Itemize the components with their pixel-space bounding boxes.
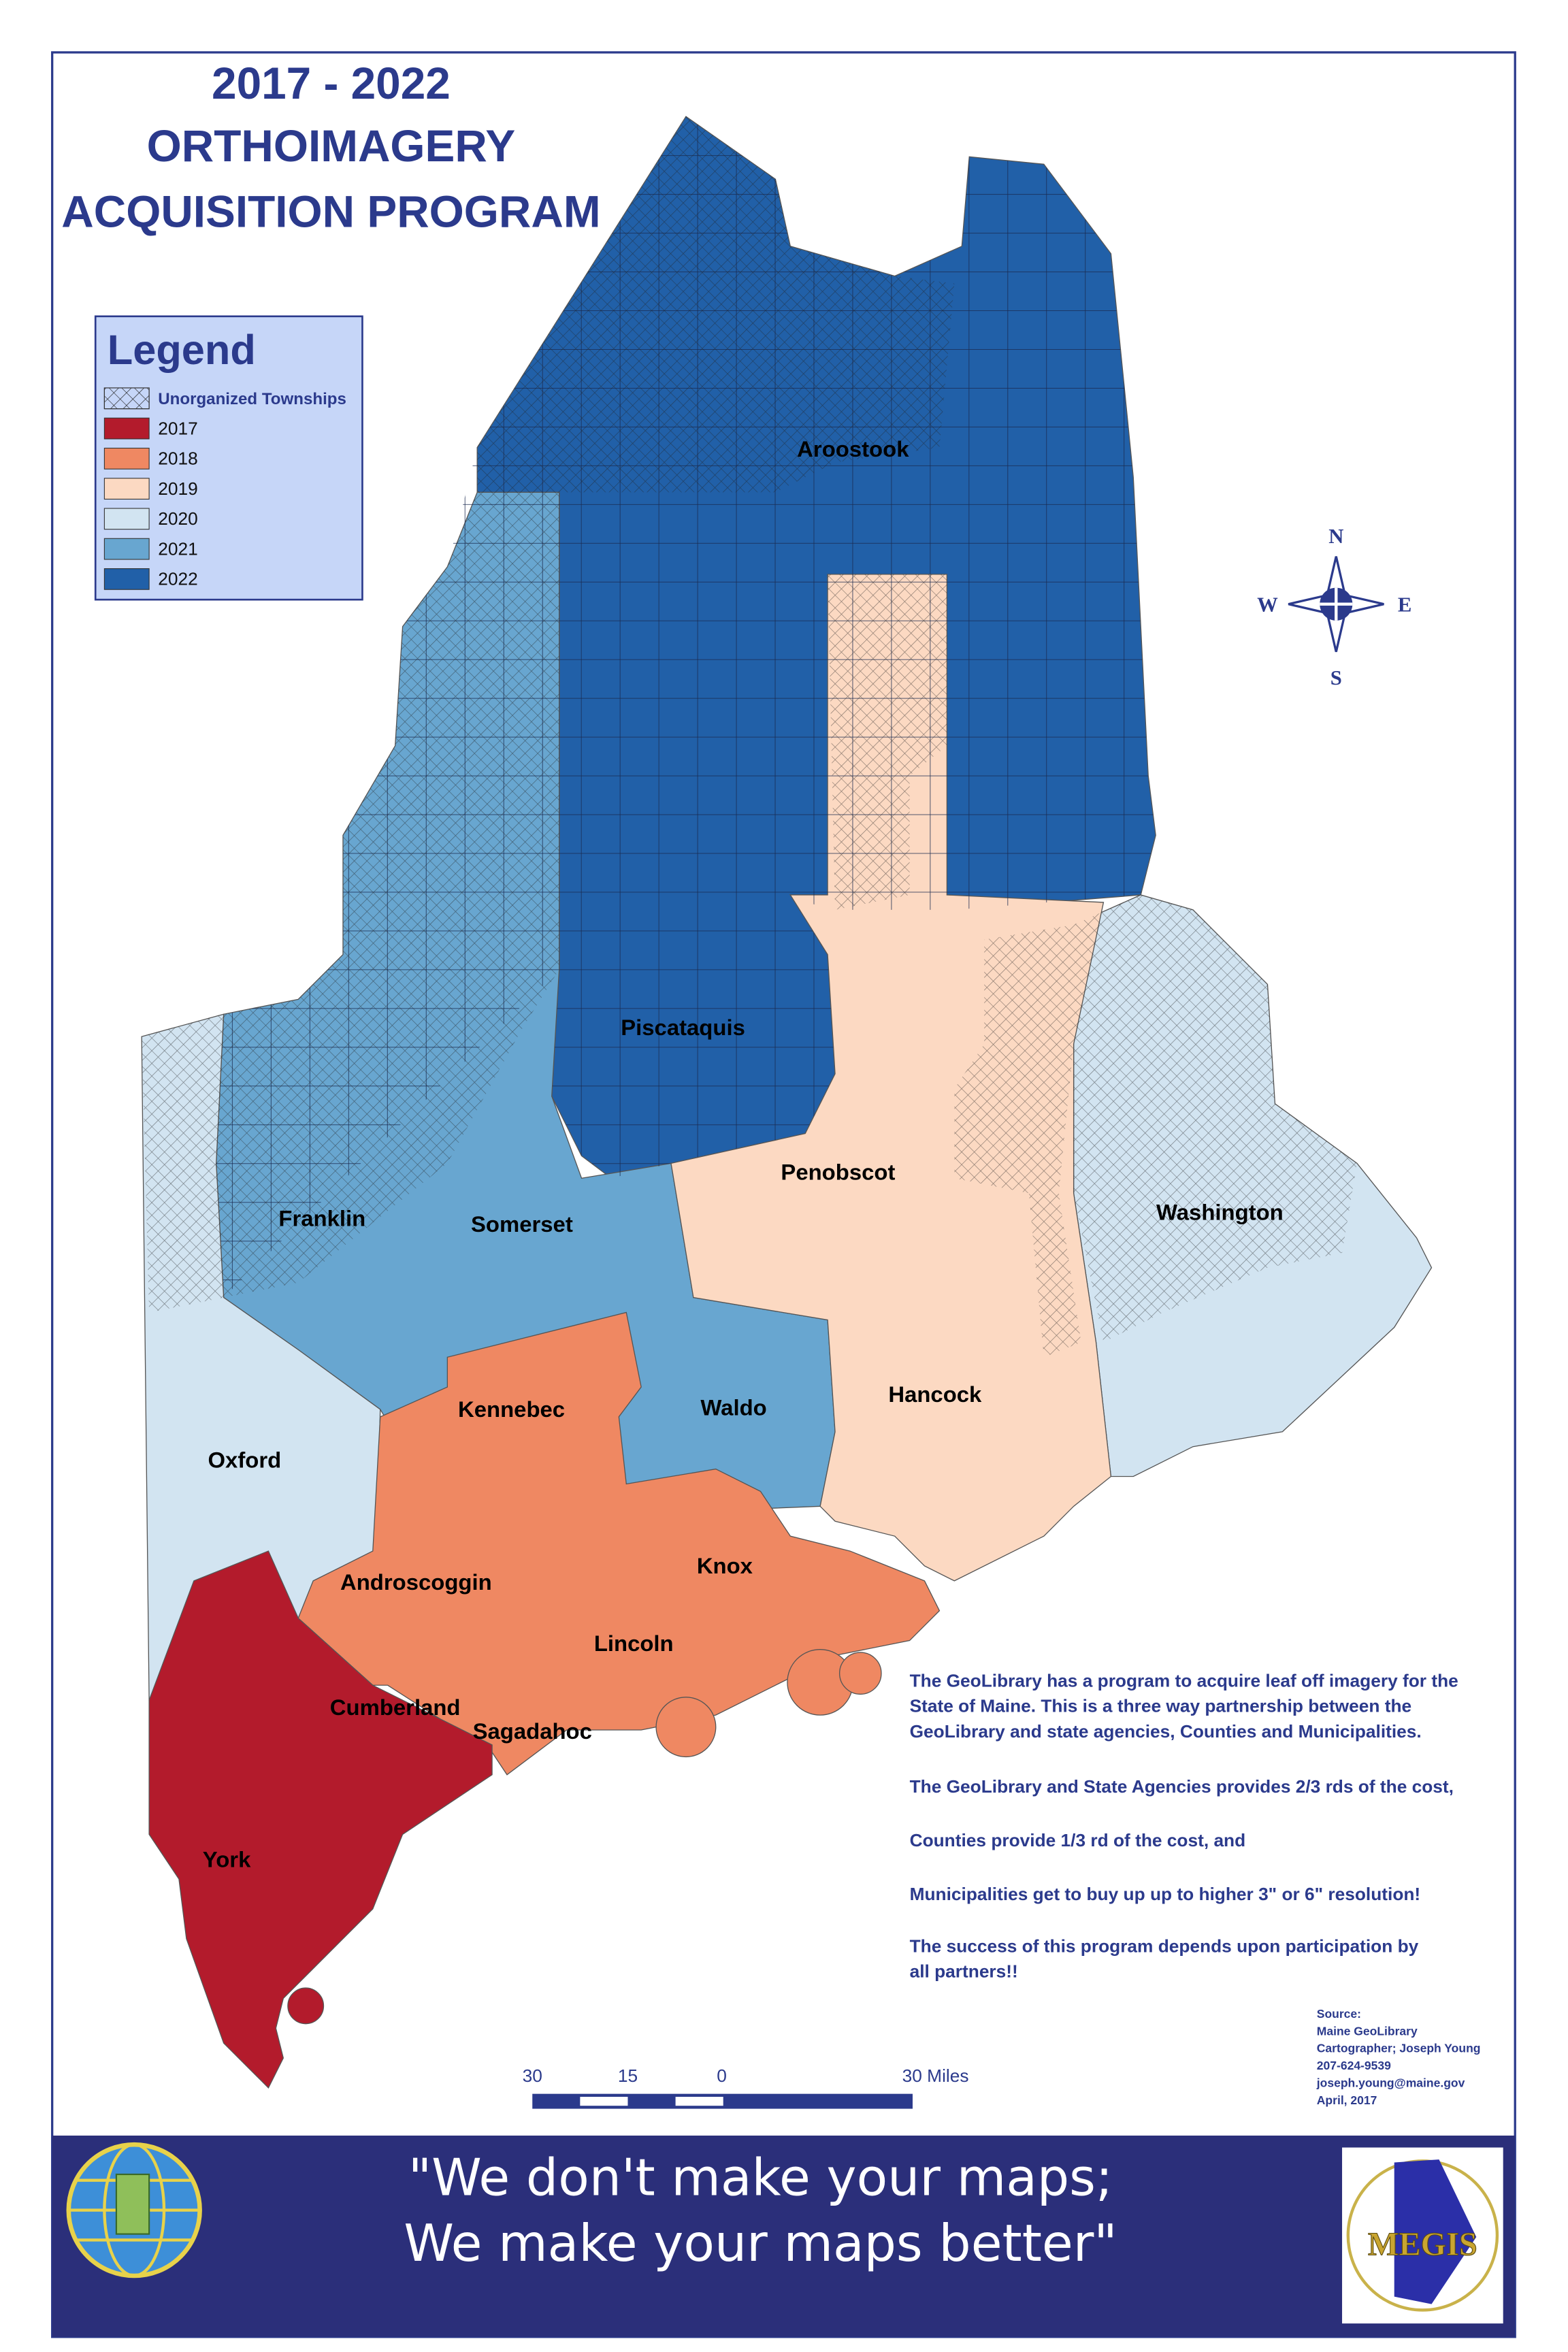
legend-swatch <box>103 447 150 470</box>
source-line: Source: <box>1317 2007 1361 2021</box>
source-line: April, 2017 <box>1317 2093 1377 2107</box>
county-label: Waldo <box>700 1395 766 1420</box>
county-label: Somerset <box>471 1211 573 1237</box>
description: The GeoLibrary has a program to acquire … <box>910 1670 1458 1981</box>
legend-swatch <box>103 508 150 530</box>
description-line: State of Maine. This is a three way part… <box>910 1696 1412 1716</box>
hatch-area <box>828 574 947 910</box>
island <box>838 1652 882 1695</box>
legend-label: 2020 <box>158 508 197 529</box>
hatch-area <box>142 492 559 1313</box>
description-line: The success of this program depends upon… <box>910 1936 1419 1956</box>
logo-maine <box>1394 2159 1477 2304</box>
scale-label: 30 Miles <box>902 2065 969 2086</box>
region-2018 <box>297 1311 941 1776</box>
source-line: 207-624-9539 <box>1317 2059 1391 2072</box>
scale-label: 30 <box>523 2065 542 2086</box>
county-label: York <box>203 1847 251 1872</box>
source-line: Cartographer; Joseph Young <box>1317 2042 1481 2055</box>
county-label: Sagadahoc <box>473 1718 592 1744</box>
legend-label: 2021 <box>158 538 197 559</box>
county-labels: Aroostook Piscataquis Penobscot Washington F… <box>203 436 1284 1872</box>
hatch-area <box>1073 894 1357 1343</box>
megis-logo: MEGIS <box>1342 2147 1503 2324</box>
footer-line: We make your maps better" <box>404 2214 1117 2273</box>
description-line: all partners!! <box>910 1961 1018 1982</box>
county-label: Washington <box>1156 1200 1284 1225</box>
legend-label: 2017 <box>158 418 197 438</box>
island <box>655 1697 717 1758</box>
county-label: Franklin <box>278 1205 365 1230</box>
legend-swatch <box>103 478 150 500</box>
legend-label: Unorganized Townships <box>158 390 346 408</box>
county-label: Oxford <box>208 1447 281 1472</box>
description-line: The GeoLibrary and State Agencies provid… <box>910 1776 1454 1797</box>
island <box>287 1987 325 2025</box>
legend-label: 2018 <box>158 448 197 469</box>
county-label: Penobscot <box>781 1159 895 1184</box>
title-line: ACQUISITION PROGRAM <box>61 186 600 236</box>
scale-bar-segment <box>580 2097 628 2106</box>
scale-bar: 30 15 0 30 Miles <box>523 2065 969 2109</box>
region-2017 <box>148 1550 493 2089</box>
legend-swatch <box>103 568 150 590</box>
source-note: Source: Maine GeoLibrary Cartographer; Jos… <box>1316 2007 1481 2107</box>
hatch-area <box>954 924 1081 1358</box>
legend: Legend Unorganized Townships 2017 2018 2019… <box>94 315 363 601</box>
county-label: Kennebec <box>458 1396 565 1422</box>
footer-band <box>52 2136 1516 2337</box>
legend-swatch <box>103 417 150 440</box>
legend-swatch <box>103 387 150 410</box>
description-line: The GeoLibrary has a program to acquire … <box>910 1670 1458 1690</box>
county-label: Cumberland <box>330 1695 461 1720</box>
county-label: Knox <box>697 1553 753 1578</box>
logo-text: MEGIS <box>1368 2226 1477 2262</box>
title-line: ORTHOIMAGERY <box>147 120 516 171</box>
legend-swatch <box>103 538 150 560</box>
compass-e: E <box>1398 593 1411 617</box>
title-block: 2017 - 2022 ORTHOIMAGERY ACQUISITION PROGR… <box>61 58 600 236</box>
building <box>115 2173 150 2235</box>
description-line: GeoLibrary and state agencies, Counties … <box>910 1721 1422 1742</box>
geolibrary-logo <box>66 2142 202 2278</box>
scale-bar-segment <box>675 2097 723 2106</box>
description-line: Counties provide 1/3 rd of the cost, and <box>910 1830 1246 1850</box>
compass-n: N <box>1328 525 1343 548</box>
compass-w: W <box>1257 593 1278 617</box>
footer-line: "We don't make your maps; <box>408 2149 1113 2208</box>
compass-s: S <box>1330 666 1342 689</box>
legend-title: Legend <box>108 327 256 374</box>
legend-label: 2022 <box>158 569 197 589</box>
compass: N S W E <box>1257 525 1411 689</box>
county-label: Aroostook <box>797 436 909 461</box>
county-label: Androscoggin <box>340 1569 492 1595</box>
title-line: 2017 - 2022 <box>212 58 451 108</box>
compass-cross <box>1320 587 1353 621</box>
county-label: Hancock <box>888 1382 982 1407</box>
hatch-area <box>477 116 955 493</box>
legend-label: 2019 <box>158 478 197 499</box>
scale-label: 0 <box>717 2065 727 2086</box>
scale-label: 15 <box>618 2065 638 2086</box>
county-label: Piscataquis <box>621 1015 745 1040</box>
unorganized-townships <box>142 116 1357 1358</box>
source-line: joseph.young@maine.gov <box>1316 2076 1465 2090</box>
source-line: Maine GeoLibrary <box>1317 2024 1418 2038</box>
county-label: Lincoln <box>594 1631 674 1656</box>
description-line: Municipalities get to buy up up to highe… <box>910 1884 1421 1904</box>
footer-quote: "We don't make your maps; We make your ma… <box>404 2149 1117 2273</box>
